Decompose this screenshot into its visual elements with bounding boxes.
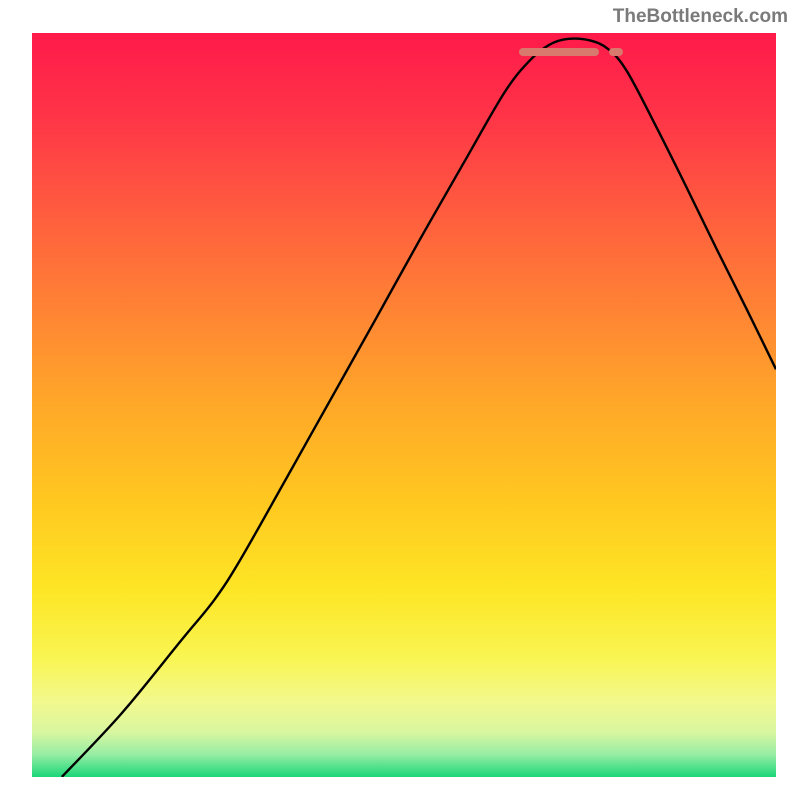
marker-segment — [609, 48, 624, 56]
bottleneck-curve — [32, 33, 776, 777]
marker-segment — [519, 48, 599, 56]
bottleneck-chart — [32, 33, 776, 777]
attribution-text: TheBottleneck.com — [613, 6, 788, 28]
